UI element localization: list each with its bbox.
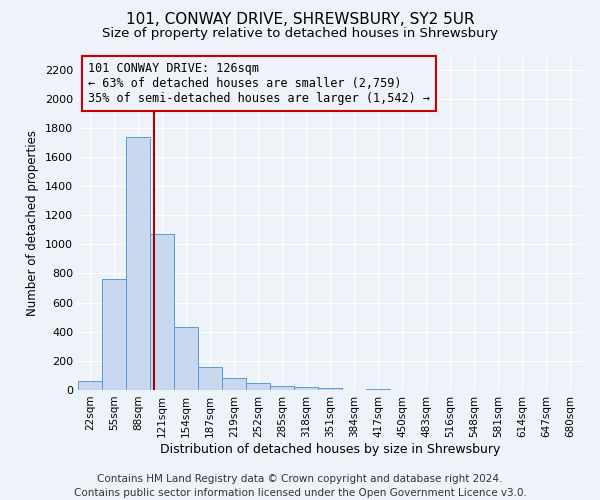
Bar (198, 368, 222, 390)
Bar (174, 328, 198, 390)
Bar (78, 382, 102, 390)
Text: 101 CONWAY DRIVE: 126sqm
← 63% of detached houses are smaller (2,759)
35% of sem: 101 CONWAY DRIVE: 126sqm ← 63% of detach… (88, 62, 430, 104)
Y-axis label: Number of detached properties: Number of detached properties (26, 130, 40, 316)
Bar (366, 388, 390, 390)
Bar (270, 386, 294, 390)
Bar (102, 280, 126, 390)
Bar (246, 384, 270, 390)
Text: Contains HM Land Registry data © Crown copyright and database right 2024.
Contai: Contains HM Land Registry data © Crown c… (74, 474, 526, 498)
Bar (294, 387, 318, 390)
Bar (126, 136, 150, 390)
Text: 101, CONWAY DRIVE, SHREWSBURY, SY2 5UR: 101, CONWAY DRIVE, SHREWSBURY, SY2 5UR (125, 12, 475, 28)
Bar (150, 234, 174, 390)
Text: Size of property relative to detached houses in Shrewsbury: Size of property relative to detached ho… (102, 28, 498, 40)
X-axis label: Distribution of detached houses by size in Shrewsbury: Distribution of detached houses by size … (160, 442, 500, 456)
Bar (318, 388, 342, 390)
Bar (222, 378, 246, 390)
